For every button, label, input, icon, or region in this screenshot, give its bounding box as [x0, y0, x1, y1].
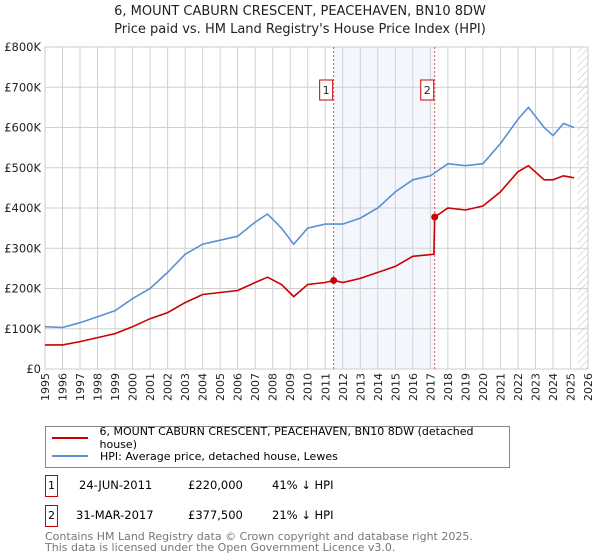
sale-date: 24-JUN-2011 [79, 478, 153, 492]
footer-line: Contains HM Land Registry data © Crown c… [45, 530, 473, 543]
legend-swatch-red [52, 437, 88, 439]
y-tick-label: £700K [4, 80, 41, 94]
sale-point [330, 276, 338, 284]
x-tick-label: 2015 [389, 373, 402, 401]
sale-label-box [420, 79, 435, 101]
x-tick-label: 2009 [284, 373, 297, 401]
x-tick-label: 2017 [424, 373, 437, 401]
x-tick-label: 2004 [197, 373, 210, 401]
legend-swatch-blue [52, 455, 88, 457]
y-tick-label: £200K [4, 282, 41, 296]
legend-label: 6, MOUNT CABURN CRESCENT, PEACEHAVEN, BN… [99, 425, 474, 451]
y-tick-label: £500K [4, 161, 41, 175]
sale-label: 2 [424, 84, 431, 97]
legend-item-hpi: HPI: Average price, detached house, Lewe… [52, 448, 338, 464]
sale-point [431, 213, 439, 221]
x-tick-label: 2024 [547, 373, 560, 401]
x-tick-label: 2011 [319, 373, 332, 401]
x-tick-label: 2014 [372, 373, 385, 401]
x-tick-label: 2018 [442, 373, 455, 401]
y-tick-label: £400K [4, 201, 41, 215]
sale-row: 2 31-MAR-2017 £377,500 21% ↓ HPI [45, 505, 545, 527]
x-tick-label: 2003 [179, 373, 192, 401]
sale-marker-badge: 1 [45, 475, 58, 497]
x-tick-label: 2020 [477, 373, 490, 401]
sale-label: 1 [323, 84, 330, 97]
x-tick-label: 1998 [92, 373, 105, 401]
x-tick-label: 2010 [302, 373, 315, 401]
footer-line: This data is licensed under the Open Gov… [45, 541, 396, 554]
x-tick-label: 2006 [232, 373, 245, 401]
plot-border [44, 46, 589, 370]
x-tick-label: 2000 [127, 373, 140, 401]
x-tick-label: 2022 [512, 373, 525, 401]
x-tick-label: 1997 [74, 373, 87, 401]
sale-label-box [319, 79, 334, 101]
plot-area: 1995 1996 1997 1998 1999 2000 2001 2002 2003 2004… [4, 40, 595, 401]
sale-date: 31-MAR-2017 [76, 508, 154, 522]
x-tick-label: 2012 [337, 373, 350, 401]
sale-marker-badge: 2 [45, 505, 58, 527]
y-tick-label: £0 [26, 362, 41, 376]
x-tick-label: 2021 [494, 373, 507, 401]
x-tick-label: 1995 [39, 373, 52, 401]
y-tick-label: £800K [4, 40, 41, 54]
sale-hpi-diff: 21% ↓ HPI [272, 508, 334, 522]
chart-subtitle: Price paid vs. HM Land Registry's House … [114, 22, 486, 37]
sale-row: 1 24-JUN-2011 £220,000 41% ↓ HPI [45, 475, 545, 497]
x-tick-label: 2026 [582, 373, 595, 401]
footer: Contains HM Land Registry data © Crown c… [45, 531, 473, 553]
y-tick-label: £100K [4, 322, 41, 336]
x-tick-label: 1996 [57, 373, 70, 401]
chart-title: 6, MOUNT CABURN CRESCENT, PEACEHAVEN, BN… [114, 4, 486, 19]
sale-hpi-diff: 41% ↓ HPI [272, 478, 334, 492]
x-tick-label: 2005 [214, 373, 227, 401]
x-tick-label: 1999 [109, 373, 122, 401]
legend-item-property: 6, MOUNT CABURN CRESCENT, PEACEHAVEN, BN… [52, 425, 509, 451]
y-tick-label: £600K [4, 121, 41, 135]
price-paid-line [45, 164, 575, 346]
sale-price: £220,000 [188, 478, 243, 492]
legend: 6, MOUNT CABURN CRESCENT, PEACEHAVEN, BN… [45, 425, 510, 468]
x-tick-label: 2016 [407, 373, 420, 401]
sale-price: £377,500 [188, 508, 243, 522]
x-tick-label: 2002 [162, 373, 175, 401]
x-tick-label: 2013 [354, 373, 367, 401]
hpi-line [44, 106, 575, 329]
legend-label: HPI: Average price, detached house, Lewe… [100, 449, 338, 463]
x-tick-label: 2019 [459, 373, 472, 401]
x-tick-label: 2007 [249, 373, 262, 401]
x-tick-label: 2023 [529, 373, 542, 401]
x-tick-label: 2001 [144, 373, 157, 401]
x-tick-label: 2025 [564, 373, 577, 401]
x-tick-label: 2008 [267, 373, 280, 401]
y-tick-label: £300K [4, 241, 41, 255]
